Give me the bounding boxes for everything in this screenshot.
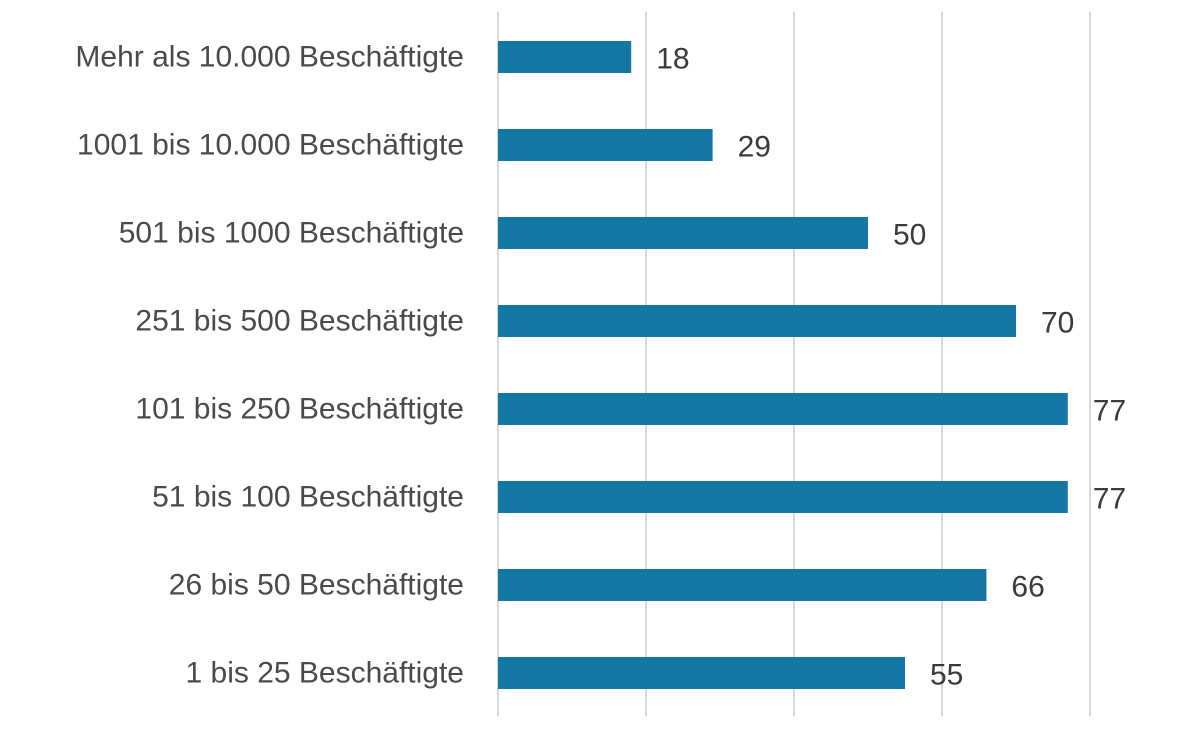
value-label-2: 50 bbox=[893, 219, 926, 252]
gridlines bbox=[497, 12, 1091, 716]
category-label-0: Mehr als 10.000 Beschäftigte bbox=[75, 41, 464, 74]
category-label-4: 101 bis 250 Beschäftigte bbox=[135, 393, 464, 426]
value-label-6: 66 bbox=[1011, 571, 1044, 604]
value-label-3: 70 bbox=[1041, 307, 1074, 340]
category-labels: Mehr als 10.000 Beschäftigte 1001 bis 10.… bbox=[75, 41, 464, 690]
value-label-4: 77 bbox=[1093, 395, 1126, 428]
value-labels: 18 29 50 70 77 77 66 55 bbox=[656, 43, 1126, 692]
category-label-7: 1 bis 25 Beschäftigte bbox=[185, 657, 464, 690]
category-label-6: 26 bis 50 Beschäftigte bbox=[169, 569, 464, 602]
value-label-5: 77 bbox=[1093, 483, 1126, 516]
bar-1 bbox=[498, 129, 713, 161]
bar-5 bbox=[498, 481, 1068, 513]
bar-3 bbox=[498, 305, 1016, 337]
bar-4 bbox=[498, 393, 1068, 425]
category-label-1: 1001 bis 10.000 Beschäftigte bbox=[77, 129, 464, 162]
category-label-3: 251 bis 500 Beschäftigte bbox=[135, 305, 464, 338]
value-label-1: 29 bbox=[738, 131, 771, 164]
bar-0 bbox=[498, 41, 632, 73]
category-label-5: 51 bis 100 Beschäftigte bbox=[152, 481, 464, 514]
category-label-2: 501 bis 1000 Beschäftigte bbox=[119, 217, 464, 250]
bar-6 bbox=[498, 569, 987, 601]
bars bbox=[498, 41, 1068, 689]
bar-7 bbox=[498, 657, 905, 689]
bar-2 bbox=[498, 217, 868, 249]
value-label-0: 18 bbox=[656, 43, 689, 76]
value-label-7: 55 bbox=[930, 659, 963, 692]
